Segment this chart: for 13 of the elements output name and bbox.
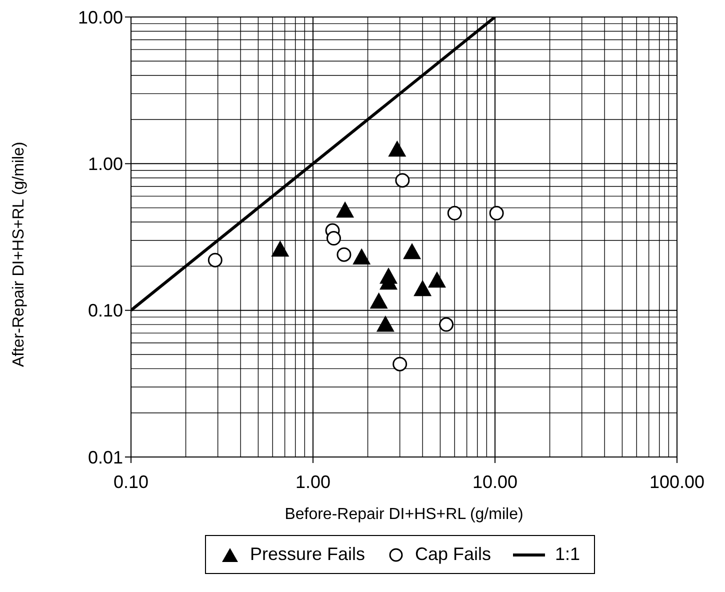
x-tick-label: 10.00 <box>472 472 518 492</box>
legend-label: Cap Fails <box>414 544 492 565</box>
y-tick-label: 1.00 <box>88 154 123 174</box>
y-axis-title: After-Repair DI+HS+RL (g/mile) <box>10 142 28 367</box>
legend-label: 1:1 <box>554 544 580 565</box>
y-tick-label: 0.01 <box>88 447 123 468</box>
x-axis-title: Before-Repair DI+HS+RL (g/mile) <box>284 506 524 523</box>
legend-label: Pressure Fails <box>248 544 365 565</box>
x-tick-label: 0.10 <box>113 472 149 492</box>
y-tick-label: 0.10 <box>88 300 123 321</box>
x-tick-label: 1.00 <box>295 472 331 492</box>
x-tick-label: 100.00 <box>649 472 705 492</box>
y-tick-label: 10.00 <box>78 7 123 28</box>
